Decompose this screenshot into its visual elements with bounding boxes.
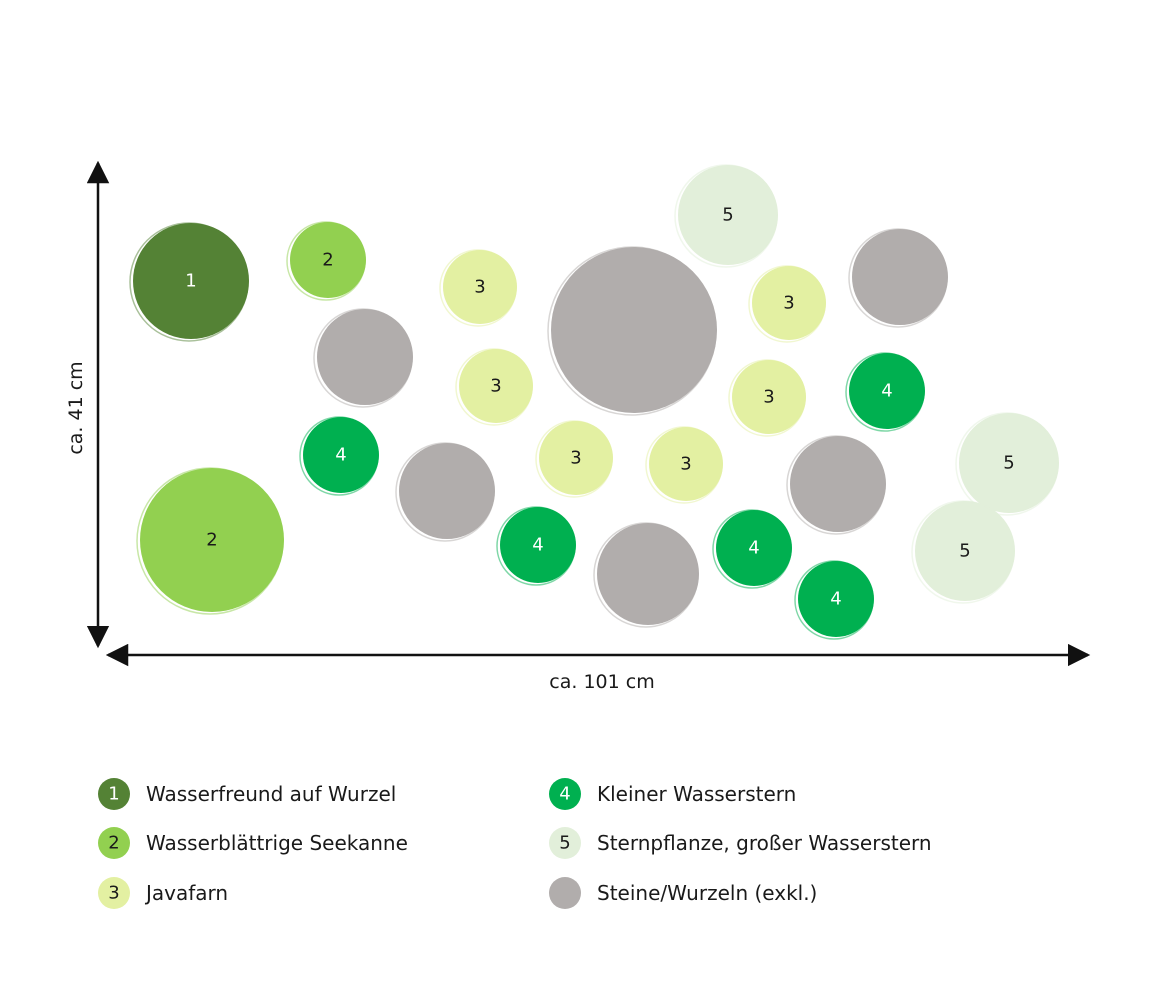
plant-circle bbox=[443, 250, 517, 324]
plant-number: 4 bbox=[748, 538, 759, 559]
legend-swatch bbox=[98, 827, 130, 859]
brush-edge bbox=[136, 467, 284, 615]
plant-circle bbox=[752, 266, 826, 340]
brush-edge bbox=[728, 359, 806, 437]
plant-number: 4 bbox=[335, 445, 346, 466]
legend-label: Sternpflanze, großer Wasserstern bbox=[597, 831, 932, 855]
plant-circle bbox=[399, 443, 495, 539]
brush-edge bbox=[439, 249, 517, 327]
plant-circle bbox=[678, 165, 778, 265]
brush-edge bbox=[395, 442, 495, 542]
plant-number: 4 bbox=[830, 589, 841, 610]
legend-number: 5 bbox=[559, 833, 570, 854]
legend-number: 1 bbox=[108, 784, 119, 805]
plant-circle bbox=[790, 436, 886, 532]
brush-edge bbox=[313, 308, 413, 408]
brush-edge bbox=[794, 560, 874, 640]
width-label: ca. 101 cm bbox=[549, 671, 654, 693]
plan: 1 2 2 3 3 3 3 3 3 4 4 4 4 4 5 5 5 bbox=[129, 164, 1059, 640]
brush-edge bbox=[286, 221, 366, 301]
plant-circle bbox=[959, 413, 1059, 513]
brush-edge bbox=[845, 352, 925, 432]
plant-circle bbox=[459, 349, 533, 423]
plant-circle bbox=[798, 561, 874, 637]
legend-number: 3 bbox=[108, 883, 119, 904]
legend-swatch bbox=[98, 778, 130, 810]
plant-number: 2 bbox=[206, 530, 217, 551]
legend-label: Wasserblättrige Seekanne bbox=[146, 831, 408, 855]
legend-swatch bbox=[549, 877, 581, 909]
plant-number: 3 bbox=[763, 387, 774, 408]
plant-number: 1 bbox=[185, 271, 196, 292]
plant-circle bbox=[649, 427, 723, 501]
plant-number: 3 bbox=[474, 277, 485, 298]
brush-edge bbox=[455, 348, 533, 426]
brush-edge bbox=[593, 522, 699, 628]
plant-circle bbox=[133, 223, 249, 339]
legend-label: Javafarn bbox=[144, 881, 228, 905]
brush-edge bbox=[786, 435, 886, 535]
brush-edge bbox=[645, 426, 723, 504]
brush-edge bbox=[547, 246, 717, 416]
plant-circle bbox=[597, 523, 699, 625]
plant-number: 4 bbox=[881, 381, 892, 402]
brush-edge bbox=[712, 509, 792, 589]
height-label: ca. 41 cm bbox=[65, 361, 87, 454]
plant-number: 4 bbox=[532, 535, 543, 556]
brush-edge bbox=[911, 500, 1015, 604]
brush-edge bbox=[299, 416, 379, 496]
brush-edge bbox=[848, 228, 948, 328]
brush-edge bbox=[129, 222, 249, 342]
plant-circle bbox=[500, 507, 576, 583]
plant-number: 3 bbox=[680, 454, 691, 475]
plant-circle bbox=[915, 501, 1015, 601]
plant-number: 3 bbox=[490, 376, 501, 397]
brush-edge bbox=[748, 265, 826, 343]
plant-circle bbox=[140, 468, 284, 612]
plant-number: 3 bbox=[783, 293, 794, 314]
plant-number: 2 bbox=[322, 250, 333, 271]
plant-circle bbox=[716, 510, 792, 586]
legend-label: Kleiner Wasserstern bbox=[597, 782, 796, 806]
plant-circle bbox=[290, 222, 366, 298]
legend-label: Wasserfreund auf Wurzel bbox=[146, 782, 396, 806]
plant-number: 5 bbox=[1003, 453, 1014, 474]
plant-circle bbox=[849, 353, 925, 429]
legend-swatch bbox=[549, 778, 581, 810]
plant-circle bbox=[317, 309, 413, 405]
brush-edge bbox=[674, 164, 778, 268]
legend-number: 4 bbox=[559, 784, 570, 805]
plant-number: 5 bbox=[959, 541, 970, 562]
plant-number: 3 bbox=[570, 448, 581, 469]
brush-edge bbox=[496, 506, 576, 586]
plant-number: 5 bbox=[722, 205, 733, 226]
legend: 1 Wasserfreund auf Wurzel 2 Wasserblättrige… bbox=[98, 778, 932, 909]
legend-swatch bbox=[98, 877, 130, 909]
brush-edge bbox=[535, 420, 613, 498]
brush-edge bbox=[955, 412, 1059, 516]
plant-circle bbox=[551, 247, 717, 413]
legend-label: Steine/Wurzeln (exkl.) bbox=[597, 881, 817, 905]
plant-circle bbox=[732, 360, 806, 434]
legend-swatch bbox=[549, 827, 581, 859]
plant-circle bbox=[539, 421, 613, 495]
legend-number: 2 bbox=[108, 833, 119, 854]
plant-circle bbox=[852, 229, 948, 325]
plant-circle bbox=[303, 417, 379, 493]
